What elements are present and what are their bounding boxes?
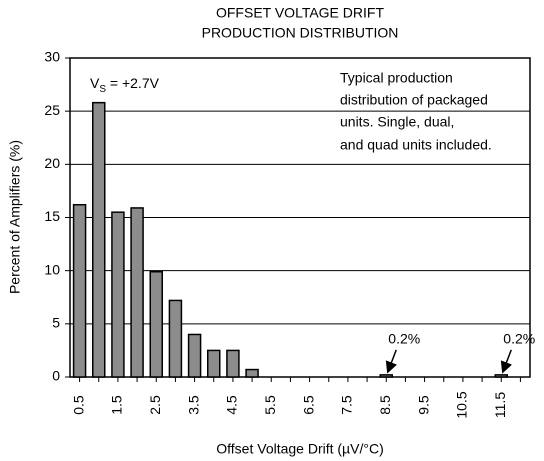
x-tick-label: 9.5 [415,395,431,415]
y-tick-label: 5 [52,315,60,331]
bar [111,211,125,378]
data-label-arrow [500,349,513,374]
annotation-part: = +2.7V [106,75,160,91]
chart-title: OFFSET VOLTAGE DRIFT [216,5,384,21]
bar [92,101,106,378]
bar [494,374,508,378]
y-tick-label: 30 [44,49,60,65]
plot-frame [69,57,531,378]
x-tick-label: 6.5 [300,395,316,415]
x-axis-label: Offset Voltage Drift (µV/°C) [216,441,383,457]
bar [130,207,144,378]
bar [149,270,163,378]
y-tick-label: 15 [44,208,60,224]
annotation: units. Single, dual, [340,114,454,130]
annotation-part: S [99,84,106,95]
annotation: and quad units included. [340,137,492,153]
data-label: 0.2% [503,331,535,347]
x-tick-label: 10.5 [454,391,470,418]
y-tick-label: 25 [44,102,60,118]
y-tick-label: 0 [52,368,60,384]
bar [245,368,259,378]
bar [187,333,202,378]
annotation: VS = +2.7V [90,75,160,95]
y-axis-label: Percent of Amplifiers (%) [7,140,23,294]
x-tick-label: 4.5 [224,395,240,415]
x-tick-label: 1.5 [109,395,125,415]
x-tick-label: 3.5 [185,395,201,415]
x-tick-label: 8.5 [377,395,393,415]
y-tick-label: 20 [44,155,60,171]
x-tick-label: 7.5 [339,395,355,415]
y-tick-label: 10 [44,261,60,277]
bar [168,299,183,378]
data-label-arrow [385,349,398,374]
annotation: Typical production [340,70,453,86]
bar [379,374,393,378]
chart-title: PRODUCTION DISTRIBUTION [202,25,399,41]
bar [226,349,240,378]
bar [72,203,87,378]
annotation-part: V [90,75,100,91]
x-tick-label: 0.5 [70,395,86,415]
bar [207,349,221,378]
x-tick-label: 2.5 [147,395,163,415]
x-tick-label: 11.5 [492,392,508,418]
data-label: 0.2% [388,331,420,347]
x-tick-label: 5.5 [262,395,278,415]
annotation: distribution of packaged [340,92,488,108]
